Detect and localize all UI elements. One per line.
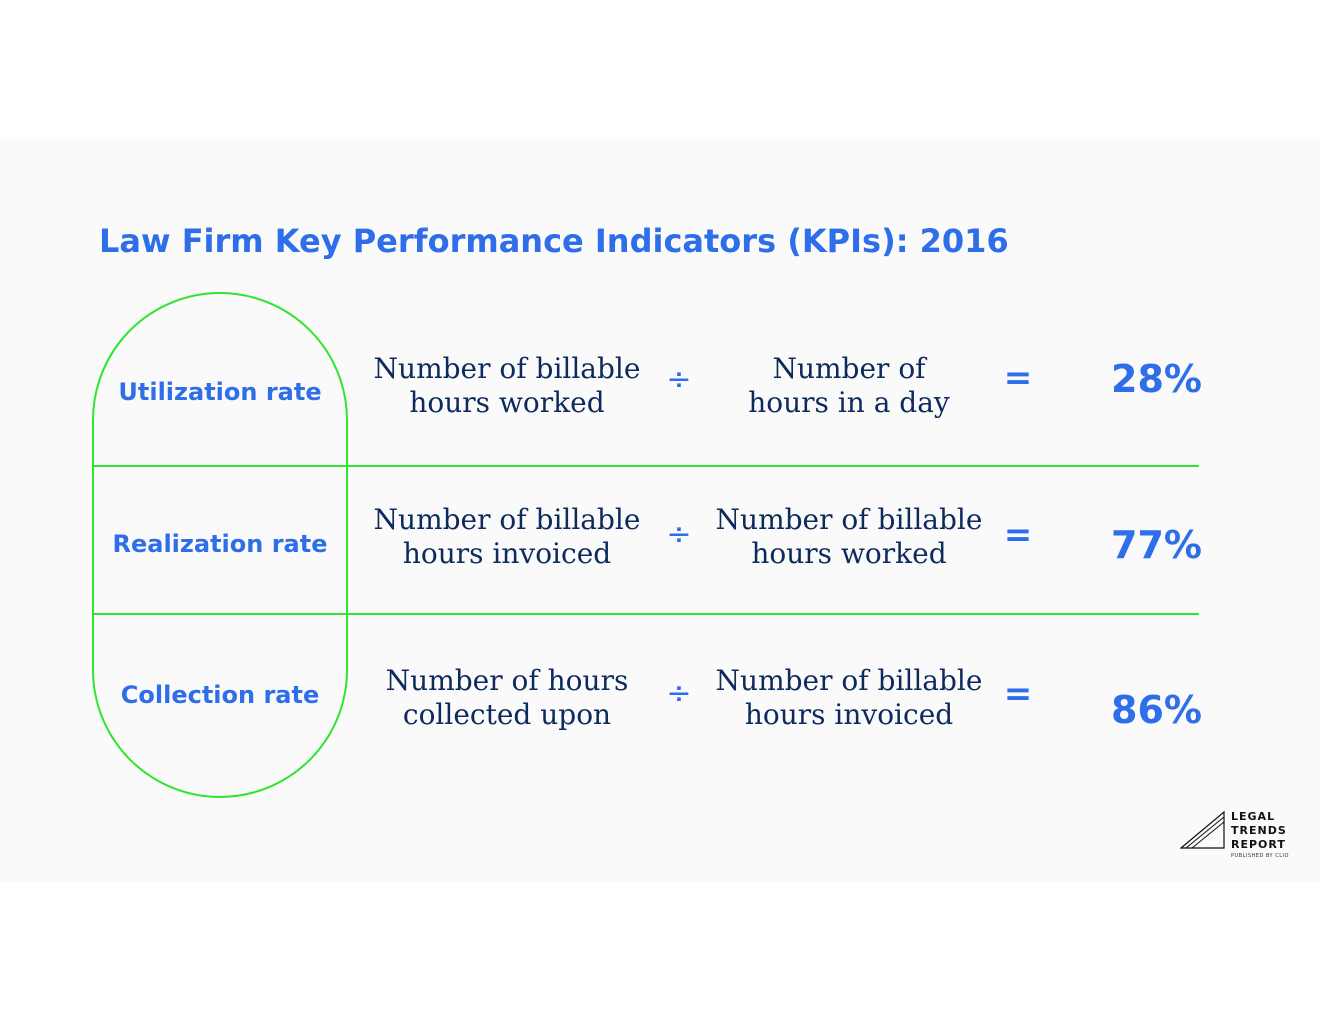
logo-line: TRENDS xyxy=(1231,824,1287,837)
divide-symbol: ÷ xyxy=(666,676,692,711)
numerator-line: Number of billable xyxy=(373,503,641,536)
logo-line: REPORT xyxy=(1231,838,1286,851)
equals-symbol: = xyxy=(1003,358,1033,398)
label-column-pill xyxy=(92,292,348,798)
denominator-line: Number of billable xyxy=(715,664,983,697)
denominator-line: Number of billable xyxy=(715,503,983,536)
logo-line: LEGAL xyxy=(1231,810,1276,823)
kpi-result: 77% xyxy=(1111,523,1202,567)
kpi-row-realization: Realization rate Number of billable hour… xyxy=(92,493,1203,603)
page-title: Law Firm Key Performance Indicators (KPI… xyxy=(99,222,1009,260)
denominator: Number of hours in a day xyxy=(704,352,994,420)
kpi-row-utilization: Utilization rate Number of billable hour… xyxy=(92,340,1202,450)
numerator: Number of billable hours worked xyxy=(362,352,652,420)
logo-subtitle: PUBLISHED BY CLIO xyxy=(1231,853,1289,859)
numerator-line: Number of hours xyxy=(385,664,629,697)
triangle-logo-icon xyxy=(1180,810,1225,849)
kpi-result: 86% xyxy=(1111,688,1202,732)
row-label: Utilization rate xyxy=(118,378,322,406)
row-label: Collection rate xyxy=(120,681,320,709)
denominator: Number of billable hours worked xyxy=(704,503,994,571)
kpi-result: 28% xyxy=(1111,357,1202,401)
kpi-row-collection: Collection rate Number of hours collecte… xyxy=(92,652,1202,762)
numerator: Number of hours collected upon xyxy=(362,664,652,732)
legal-trends-report-logo: LEGAL TRENDS REPORT PUBLISHED BY CLIO xyxy=(1180,808,1300,864)
divide-symbol: ÷ xyxy=(666,517,692,552)
numerator-line: Number of billable xyxy=(373,352,641,385)
background-panel xyxy=(0,139,1320,882)
equals-symbol: = xyxy=(1003,515,1033,555)
numerator-line: hours worked xyxy=(409,386,605,419)
numerator-line: hours invoiced xyxy=(402,537,612,570)
numerator: Number of billable hours invoiced xyxy=(362,503,652,571)
row-label: Realization rate xyxy=(112,530,328,558)
equals-symbol: = xyxy=(1003,674,1033,714)
denominator-line: Number of xyxy=(772,352,926,385)
denominator-line: hours invoiced xyxy=(744,698,954,731)
denominator-line: hours in a day xyxy=(748,386,950,419)
divide-symbol: ÷ xyxy=(666,362,692,397)
numerator-line: collected upon xyxy=(402,698,612,731)
denominator-line: hours worked xyxy=(751,537,947,570)
denominator: Number of billable hours invoiced xyxy=(704,664,994,732)
